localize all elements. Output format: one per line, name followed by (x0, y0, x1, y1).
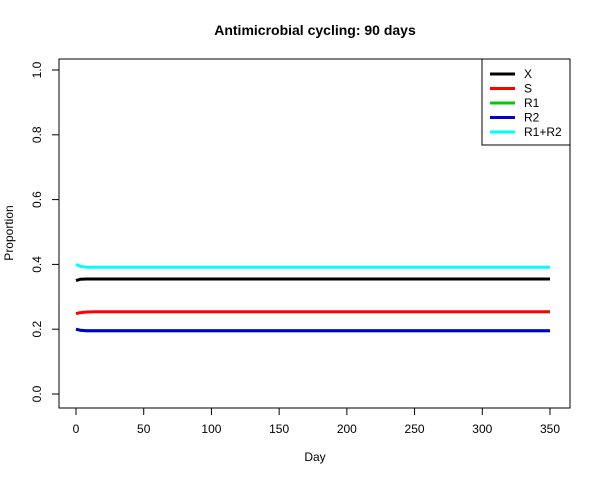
series-line-r1-r2 (75, 263, 550, 269)
y-tick-label: 0.0 (30, 385, 44, 402)
legend-label-s: S (524, 82, 532, 96)
x-tick-label: 150 (269, 422, 289, 436)
x-tick-label: 350 (540, 422, 560, 436)
series-line-x (75, 277, 550, 283)
axes: 0 50 100 150 200 250 300 350 0.0 0.2 0.4 0.6 0.8 1.0 (30, 61, 560, 436)
y-axis-label: Proportion (2, 205, 16, 260)
x-tick-label: 300 (472, 422, 492, 436)
series-line-s (75, 310, 550, 316)
legend-label-x: X (524, 67, 532, 81)
legend-label-r1: R1 (524, 96, 540, 110)
x-tick-label: 50 (137, 422, 151, 436)
chart-title: Antimicrobial cycling: 90 days (214, 22, 416, 38)
y-tick-label: 0.6 (30, 191, 44, 208)
y-tick-label: 0.8 (30, 126, 44, 143)
y-tick-label: 1.0 (30, 61, 44, 78)
x-tick-label: 250 (405, 422, 425, 436)
y-tick-label: 0.2 (30, 321, 44, 338)
x-tick-label: 200 (337, 422, 357, 436)
y-tick-label: 0.4 (30, 256, 44, 273)
series-line-r2 (75, 327, 550, 333)
legend-label-r1-r2: R1+R2 (524, 125, 562, 139)
plot-frame (58, 58, 571, 409)
x-tick-label: 100 (201, 422, 221, 436)
legend-label-r2: R2 (524, 111, 540, 125)
x-tick-label: 0 (73, 422, 80, 436)
x-axis-label: Day (304, 450, 325, 464)
series-lines (75, 263, 550, 333)
